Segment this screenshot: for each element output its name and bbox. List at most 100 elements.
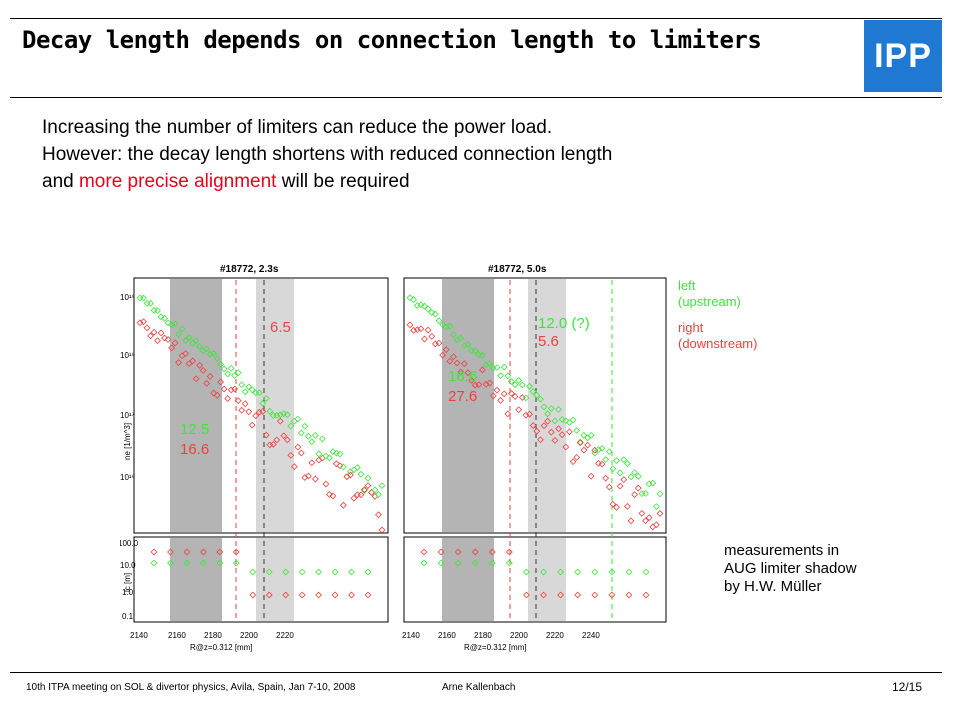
ne-point-left bbox=[555, 406, 562, 413]
ne-point-right bbox=[500, 390, 508, 398]
lc-point-right bbox=[505, 548, 513, 556]
ne-point-left bbox=[234, 369, 242, 376]
ne-point-right bbox=[259, 408, 267, 415]
y-top-label: ne [1/m^3] bbox=[123, 423, 132, 460]
ne-point-left bbox=[605, 448, 613, 455]
lc-point-left bbox=[523, 568, 530, 576]
lc-point-left bbox=[216, 559, 224, 567]
lc-point-right bbox=[591, 591, 599, 599]
ne-point-right bbox=[486, 379, 494, 387]
ne-point-left bbox=[435, 317, 443, 325]
ne-point-right bbox=[206, 373, 214, 380]
y-tick: 10.0 bbox=[120, 561, 136, 570]
lc-point-right bbox=[298, 591, 306, 599]
ne-point-left bbox=[213, 354, 221, 362]
intro-line-3: and more precise alignment will be requi… bbox=[42, 171, 410, 192]
panel-top-frame bbox=[403, 277, 667, 534]
ne-point-left bbox=[315, 450, 323, 458]
ne-point-right bbox=[453, 359, 461, 367]
ne-point-left bbox=[350, 466, 358, 474]
x-tick: 2180 bbox=[474, 631, 492, 640]
legend-right-1: right bbox=[678, 320, 704, 335]
ne-point-right bbox=[529, 422, 537, 429]
lc-point-right bbox=[523, 591, 530, 599]
ne-point-right bbox=[627, 517, 635, 525]
ne-point-right bbox=[182, 350, 189, 358]
ne-point-right bbox=[475, 381, 483, 389]
ne-point-right bbox=[262, 431, 270, 439]
ne-point-left bbox=[308, 438, 316, 446]
ne-point-left bbox=[537, 395, 544, 403]
ne-point-right bbox=[562, 443, 570, 451]
ne-point-left bbox=[471, 347, 479, 355]
ne-point-right bbox=[199, 366, 207, 374]
ne-point-right bbox=[196, 362, 204, 369]
intro-line-2: However: the decay length shortens with … bbox=[42, 144, 613, 165]
ne-point-right bbox=[150, 328, 158, 336]
ne-point-left bbox=[547, 404, 555, 412]
y-tick: 10¹⁶ bbox=[120, 473, 135, 482]
ne-point-right bbox=[558, 431, 566, 439]
ne-point-left bbox=[511, 381, 519, 389]
ne-point-left bbox=[460, 342, 468, 350]
ne-point-right bbox=[280, 432, 288, 440]
ne-point-right bbox=[224, 395, 232, 402]
ne-point-right bbox=[350, 494, 358, 502]
lc-point-right bbox=[282, 591, 290, 599]
x-tick: 2200 bbox=[510, 631, 528, 640]
ne-point-right bbox=[649, 523, 657, 531]
ne-point-right bbox=[220, 385, 228, 393]
ne-point-right bbox=[213, 391, 221, 399]
ne-point-right bbox=[329, 492, 337, 500]
ne-point-left bbox=[652, 503, 660, 511]
ne-point-right bbox=[318, 454, 326, 462]
ne-point-right bbox=[340, 501, 347, 509]
ne-point-left bbox=[497, 372, 504, 380]
lc-point-left bbox=[540, 568, 547, 576]
ne-point-left bbox=[311, 431, 319, 439]
lc-point-left bbox=[167, 559, 174, 567]
ne-point-left bbox=[493, 364, 501, 371]
p2-red-top: 5.6 bbox=[538, 333, 559, 350]
lc-point-left bbox=[574, 568, 582, 576]
ne-point-right bbox=[489, 392, 497, 400]
ne-point-left bbox=[136, 294, 144, 302]
ne-point-left bbox=[245, 383, 253, 391]
ne-point-right bbox=[304, 472, 312, 480]
measurement-note: measurements in AUG limiter shadow by H.… bbox=[724, 542, 857, 596]
lc-point-right bbox=[488, 548, 496, 556]
ne-point-right bbox=[308, 459, 316, 467]
ne-point-right bbox=[276, 417, 284, 425]
p2-green-bottom: 16.6 bbox=[448, 368, 477, 385]
ne-point-left bbox=[294, 415, 302, 423]
ne-point-left bbox=[340, 463, 347, 471]
y-bottom-label: lc [m] bbox=[123, 573, 132, 592]
ne-point-left bbox=[623, 460, 631, 467]
lc-point-left bbox=[265, 568, 273, 576]
ne-point-left bbox=[424, 305, 432, 313]
ne-point-right bbox=[290, 463, 298, 471]
ne-point-left bbox=[361, 487, 368, 494]
lc-point-left bbox=[642, 568, 650, 576]
ne-point-left bbox=[147, 299, 154, 307]
ne-point-right bbox=[424, 326, 432, 334]
lc-point-right bbox=[331, 591, 339, 599]
ne-point-right bbox=[357, 491, 365, 499]
ne-point-right bbox=[189, 357, 197, 365]
ne-point-right bbox=[457, 368, 465, 376]
footer-meeting: 10th ITPA meeting on SOL & divertor phys… bbox=[26, 682, 356, 693]
ne-point-left bbox=[354, 464, 361, 471]
ne-point-right bbox=[573, 454, 581, 461]
ne-point-left bbox=[642, 490, 649, 497]
x-tick: 2220 bbox=[276, 631, 294, 640]
lc-point-right bbox=[625, 591, 633, 599]
y-tick: 10¹⁷ bbox=[120, 411, 135, 420]
ne-point-left bbox=[297, 429, 305, 437]
x-axis-label-2: R@z=0.312 [mm] bbox=[464, 643, 527, 652]
lc-point-left bbox=[150, 559, 158, 567]
footer-rule bbox=[10, 672, 942, 673]
ne-point-left bbox=[238, 381, 246, 389]
panel-2-title: #18772, 5.0s bbox=[488, 264, 547, 275]
ne-point-left bbox=[529, 388, 537, 395]
ne-point-left bbox=[576, 438, 584, 446]
